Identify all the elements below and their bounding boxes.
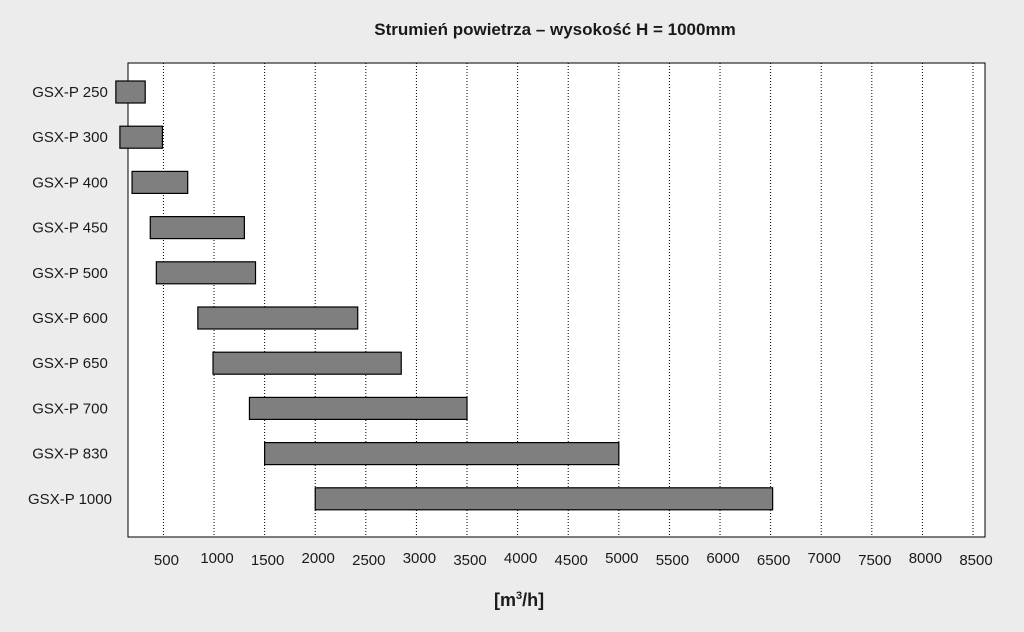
category-label: GSX-P 1000 xyxy=(28,491,112,508)
x-tick-label: 8500 xyxy=(959,552,992,569)
bar-gsx-p-400 xyxy=(131,170,189,194)
bar-gsx-p-600 xyxy=(197,306,359,330)
category-label: GSX-P 600 xyxy=(32,310,108,327)
category-label: GSX-P 400 xyxy=(32,174,108,191)
x-tick-label: 4000 xyxy=(504,550,537,567)
x-tick-label: 1000 xyxy=(200,550,233,567)
x-tick-label: 3500 xyxy=(453,552,486,569)
chart-title: Strumień powietrza – wysokość H = 1000mm xyxy=(374,20,736,39)
x-tick-label: 4500 xyxy=(555,552,588,569)
x-tick-label: 3000 xyxy=(403,550,436,567)
x-tick-label: 8000 xyxy=(909,550,942,567)
x-axis-label: [m3/h] xyxy=(494,590,544,611)
x-tick-label: 6500 xyxy=(757,552,790,569)
x-tick-label: 7000 xyxy=(808,550,841,567)
category-label: GSX-P 450 xyxy=(32,220,108,237)
x-tick-label: 5000 xyxy=(605,550,638,567)
x-tick-label: 2000 xyxy=(302,550,335,567)
x-axis-label-post: /h] xyxy=(522,590,545,610)
bar-gsx-p-250 xyxy=(115,80,146,104)
x-tick-label: 2500 xyxy=(352,552,385,569)
x-tick-label: 7500 xyxy=(858,552,891,569)
x-tick-label: 1500 xyxy=(251,552,284,569)
category-label: GSX-P 250 xyxy=(32,84,108,101)
category-label: GSX-P 300 xyxy=(32,129,108,146)
x-axis-label-pre: [m xyxy=(494,590,516,610)
x-axis-label-sup: 3 xyxy=(516,590,523,602)
bar-gsx-p-500 xyxy=(155,261,257,285)
x-tick-label: 5500 xyxy=(656,552,689,569)
plot-area xyxy=(127,62,986,538)
category-label: GSX-P 650 xyxy=(32,355,108,372)
x-tick-label: 6000 xyxy=(706,550,739,567)
bar-gsx-p-650 xyxy=(212,351,402,375)
category-label: GSX-P 500 xyxy=(32,265,108,282)
x-tick-label: 500 xyxy=(154,552,179,569)
bar-gsx-p-830 xyxy=(264,442,620,466)
category-label: GSX-P 830 xyxy=(32,446,108,463)
bar-gsx-p-450 xyxy=(149,216,245,240)
category-label: GSX-P 700 xyxy=(32,400,108,417)
bar-gsx-p-300 xyxy=(119,125,164,149)
bar-gsx-p-700 xyxy=(248,396,468,420)
bar-gsx-p-1000 xyxy=(314,487,774,511)
